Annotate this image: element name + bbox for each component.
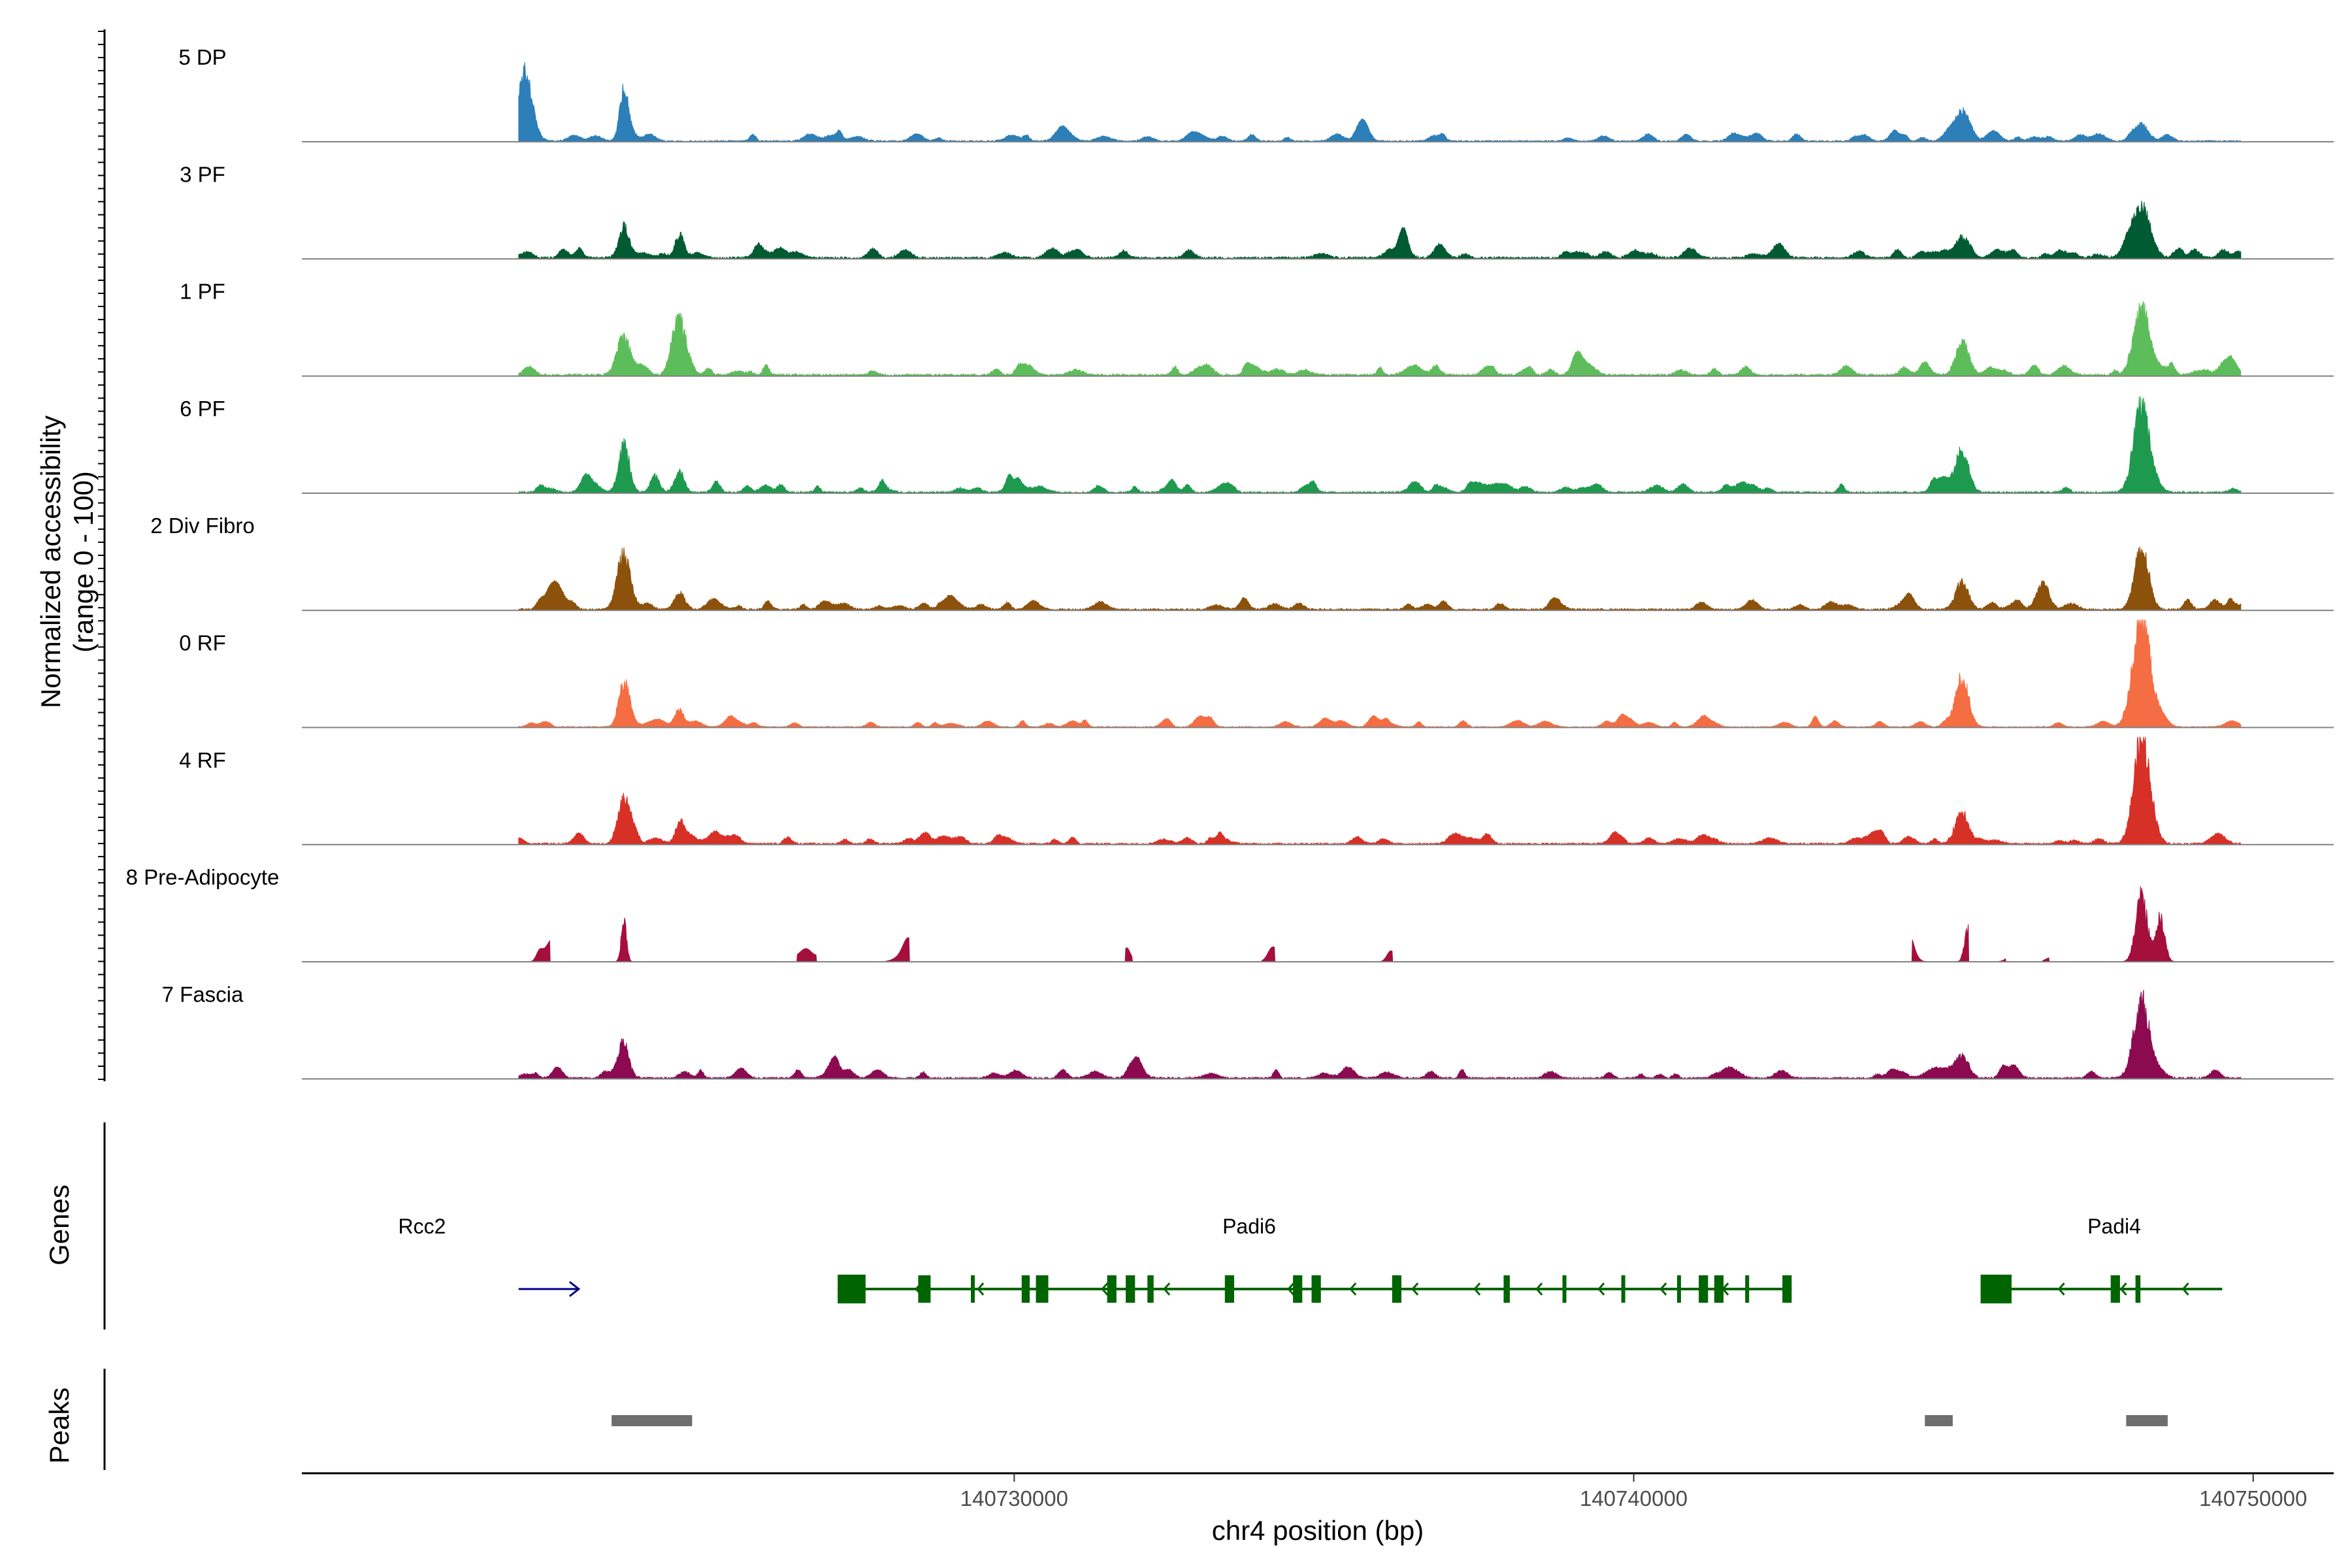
exon <box>1699 1275 1708 1303</box>
gene-label: Padi4 <box>2087 1215 2141 1238</box>
coverage-area <box>518 201 2242 260</box>
track-label: 7 Fascia <box>162 982 244 1006</box>
strand-chevron <box>1411 1282 1419 1296</box>
strand-chevron <box>1101 1282 1109 1296</box>
exon <box>838 1275 866 1303</box>
strand-chevron <box>1535 1282 1543 1296</box>
strand-chevron <box>977 1282 985 1296</box>
coverage-area <box>518 61 2242 143</box>
y-axis-title-line2: (range 0 - 100) <box>68 471 99 653</box>
exon <box>1147 1275 1154 1303</box>
exon <box>2135 1275 2141 1303</box>
x-tick-label: 140730000 <box>960 1486 1068 1511</box>
gene-label: Padi6 <box>1222 1215 1276 1238</box>
gene-padi6: Padi6 <box>838 1215 1792 1303</box>
track-3-pf: 3 PF <box>180 162 2334 260</box>
y-axis-title-line1: Normalized accessibility <box>35 416 66 708</box>
peak-region <box>612 1415 693 1426</box>
track-label: 4 RF <box>179 748 226 772</box>
strand-chevron <box>2181 1282 2189 1296</box>
exon <box>1224 1275 1234 1303</box>
coverage-area <box>518 990 2242 1080</box>
exon <box>918 1275 931 1303</box>
exon <box>1392 1275 1402 1303</box>
track-label: 2 Div Fibro <box>150 514 255 538</box>
exon <box>1980 1275 2012 1303</box>
genes-panel: Rcc2 Padi6 Padi4 <box>103 1122 2223 1330</box>
x-tick-label: 140740000 <box>1580 1486 1688 1511</box>
x-axis-title: chr4 position (bp) <box>1212 1515 1424 1546</box>
exon <box>1293 1275 1303 1303</box>
strand-chevron <box>1597 1282 1605 1296</box>
exon <box>1036 1275 1049 1303</box>
track-label: 3 PF <box>180 162 225 186</box>
peaks-panel <box>103 1369 2168 1470</box>
strand-chevron <box>1659 1282 1667 1296</box>
exon <box>971 1275 975 1303</box>
strand-chevron <box>2057 1282 2065 1296</box>
x-axis: 140730000 140740000 140750000 <box>302 1472 2334 1511</box>
peak-region <box>1925 1415 1953 1426</box>
exon <box>1021 1275 1030 1303</box>
strand-chevron <box>1349 1282 1357 1296</box>
exon <box>1745 1275 1750 1303</box>
exon <box>1782 1275 1792 1303</box>
coverage-area <box>518 546 2242 612</box>
track-1-pf: 1 PF <box>180 280 2334 378</box>
gene-rcc2: Rcc2 <box>399 1215 581 1298</box>
track-label: 0 RF <box>179 631 226 655</box>
track-2-div-fibro: 2 Div Fibro <box>150 514 2334 612</box>
track-0-rf: 0 RF <box>179 619 2334 728</box>
exon <box>1503 1275 1510 1303</box>
peak-region <box>2126 1415 2168 1426</box>
exon <box>1107 1275 1117 1303</box>
exon <box>1714 1275 1724 1303</box>
strand-arrow <box>568 1281 581 1298</box>
exon <box>1562 1275 1567 1303</box>
exon <box>1126 1275 1135 1303</box>
track-8-pre-adipocyte: 8 Pre-Adipocyte <box>126 865 2334 963</box>
exon <box>1621 1275 1625 1303</box>
exon <box>1311 1275 1321 1303</box>
strand-chevron <box>1163 1282 1171 1296</box>
track-label: 5 DP <box>178 45 226 69</box>
coverage-area <box>518 396 2242 495</box>
track-7-fascia: 7 Fascia <box>162 982 2334 1080</box>
track-6-pf: 6 PF <box>180 396 2334 495</box>
coverage-area <box>518 736 2242 846</box>
track-label: 1 PF <box>180 280 225 304</box>
track-4-rf: 4 RF <box>179 736 2334 846</box>
track-label: 6 PF <box>180 397 225 421</box>
track-label: 8 Pre-Adipocyte <box>126 865 280 889</box>
peaks-track-label: Peaks <box>44 1388 74 1464</box>
strand-chevron <box>2119 1282 2127 1296</box>
x-tick-label: 140750000 <box>2199 1486 2307 1511</box>
exon <box>2110 1275 2120 1303</box>
exon <box>1676 1275 1681 1303</box>
strand-chevron <box>1287 1282 1295 1296</box>
gene-padi4: Padi4 <box>1980 1215 2223 1303</box>
genes-track-label: Genes <box>44 1184 74 1266</box>
coverage-panel: 5 DP 3 PF 1 PF 6 PF 2 Div Fibro 0 RF 4 RF 8 Pre… <box>98 29 2334 1081</box>
gene-label: Rcc2 <box>399 1215 446 1238</box>
track-5-dp: 5 DP <box>178 45 2334 143</box>
strand-chevron <box>1473 1282 1481 1296</box>
